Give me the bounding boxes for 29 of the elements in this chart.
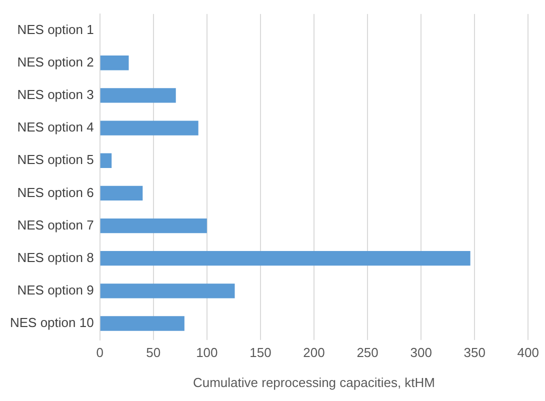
y-tick-label: NES option 9 [17, 282, 94, 298]
y-tick-label: NES option 2 [17, 54, 94, 70]
y-tick-label: NES option 8 [17, 250, 94, 265]
bar [100, 153, 112, 168]
y-tick-label: NES option 7 [17, 217, 94, 232]
bar [100, 251, 470, 266]
x-tick-label: 150 [250, 345, 272, 360]
y-tick-label: NES option 6 [17, 184, 94, 200]
bar [100, 120, 198, 136]
x-tick-label: 350 [464, 345, 486, 360]
x-tick-label: 0 [96, 345, 104, 360]
x-axis-title: Cumulative reprocessing capacities, ktHM [192, 374, 436, 390]
x-tick-label: 50 [146, 345, 161, 360]
bar [100, 316, 184, 331]
x-tick-label: 400 [517, 345, 540, 360]
y-tick-label: NES option 10 [10, 315, 94, 330]
bar [100, 88, 176, 103]
y-tick-label: NES option 5 [17, 152, 94, 168]
bar [100, 284, 235, 298]
bar [100, 56, 129, 70]
y-tick-label: NES option 4 [17, 120, 94, 135]
bar [100, 218, 207, 234]
y-tick-label: NES option 3 [17, 87, 94, 102]
y-tick-label: NES option 1 [17, 22, 94, 37]
x-tick-label: 200 [303, 345, 325, 360]
x-tick-label: 300 [410, 345, 432, 360]
x-tick-label: 100 [196, 345, 218, 360]
x-tick-label: 250 [356, 345, 378, 360]
bar [100, 186, 143, 201]
